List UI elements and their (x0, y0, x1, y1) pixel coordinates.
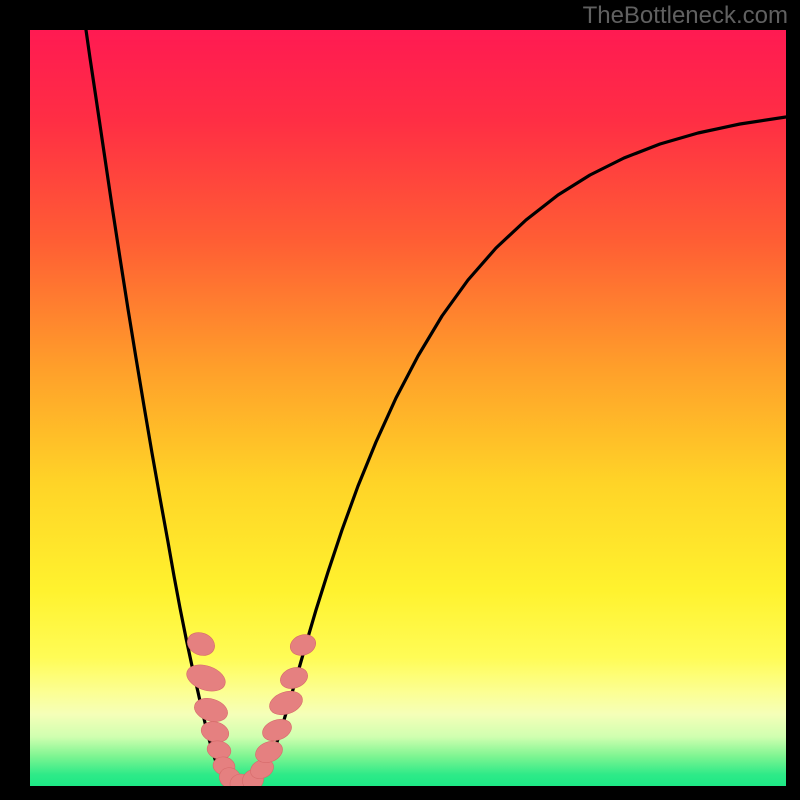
watermark-text: TheBottleneck.com (583, 2, 788, 30)
figure-root: TheBottleneck.com (0, 0, 800, 800)
plot-area (30, 30, 786, 786)
plot-svg (30, 30, 786, 786)
